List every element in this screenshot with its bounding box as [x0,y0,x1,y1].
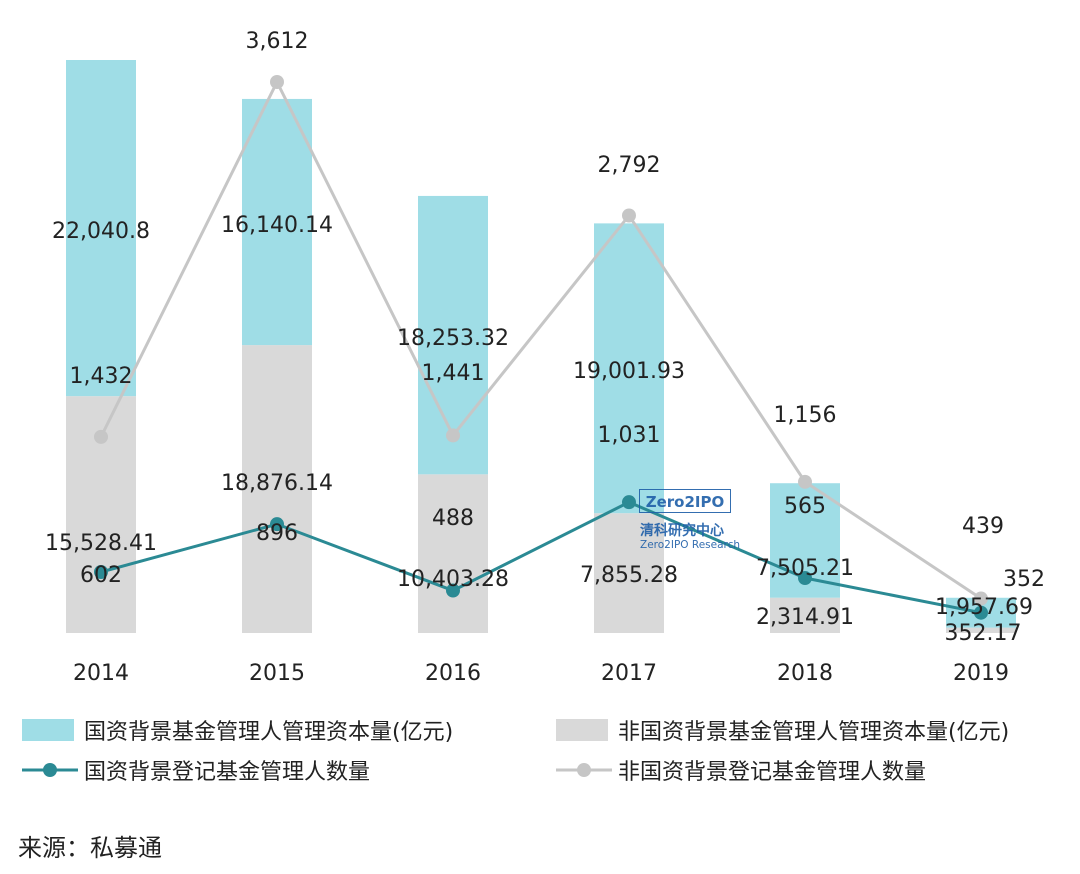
label-non-state-2018: 2,314.91 [756,605,854,630]
watermark-logo: Zero2IPO [639,489,731,513]
point-state-count-2017 [622,495,636,510]
label-state-count-2018: 565 [784,494,826,519]
legend-swatch-1 [556,719,608,741]
label-state-count-2016: 488 [432,506,474,531]
label-non-state-2014: 15,528.41 [45,531,157,556]
legend: 国资背景基金管理人管理资本量(亿元) 非国资背景基金管理人管理资本量(亿元) 国资背… [22,719,1009,785]
legend-marker-2 [43,763,57,777]
bar-non-state-2015 [242,345,312,633]
point-non-state-count-2015 [270,75,284,89]
bar-state-2016 [418,195,488,475]
x-tick-2014: 2014 [73,661,129,686]
lines-layer [94,75,988,620]
label-non-state-count-2017: 2,792 [598,153,661,178]
point-non-state-count-2017 [622,208,636,223]
label-state-count-2019: 352 [1003,567,1045,592]
watermark-cn: 清科研究中心 [640,523,724,539]
point-state-count-2018 [798,571,812,586]
point-non-state-count-2018 [798,474,812,489]
bar-non-state-2019 [946,627,1016,633]
x-tick-2018: 2018 [777,661,833,686]
label-non-state-count-2018: 1,156 [774,403,837,428]
label-state-2015: 16,140.14 [221,213,333,238]
bars-layer [66,60,1016,633]
label-state-count-2014: 602 [80,563,122,588]
label-non-state-2015: 18,876.14 [221,471,333,496]
point-non-state-count-2014 [94,429,108,444]
legend-label-2: 国资背景登记基金管理人数量 [84,760,370,785]
point-state-count-2014 [94,565,108,579]
bar-non-state-2018 [770,597,840,633]
point-state-count-2019 [974,605,988,620]
label-state-2014: 22,040.8 [52,219,150,244]
label-non-state-count-2016: 1,441 [422,361,485,386]
source-note: 来源：私募通 [18,834,162,862]
legend-swatch-0 [22,719,74,741]
bar-state-2014 [66,60,136,397]
x-tick-2017: 2017 [601,661,657,686]
label-state-count-2015: 896 [256,521,298,546]
point-non-state-count-2019 [974,591,988,606]
label-state-2019: 1,957.69 [935,595,1033,620]
legend-label-3: 非国资背景登记基金管理人数量 [618,760,926,785]
label-non-state-2019: 352.17 [945,621,1022,646]
label-non-state-count-2019: 439 [962,514,1004,539]
label-non-state-count-2015: 3,612 [246,29,309,54]
line-non-state-count [99,78,982,600]
watermark-en: Zero2IPO Research [640,539,741,551]
label-state-2018: 7,505.21 [756,556,854,581]
line-state-count [100,500,982,615]
bar-non-state-2016 [418,474,488,633]
bar-state-2017 [594,223,664,514]
x-tick-2019: 2019 [953,661,1009,686]
legend-marker-3 [577,763,591,777]
label-state-2017: 19,001.93 [573,359,685,384]
label-state-2016: 18,253.32 [397,326,509,351]
point-non-state-count-2016 [446,428,460,443]
label-state-count-2017: 1,031 [598,423,661,448]
x-tick-2016: 2016 [425,661,481,686]
legend-label-0: 国资背景基金管理人管理资本量(亿元) [84,720,453,745]
legend-label-1: 非国资背景基金管理人管理资本量(亿元) [618,720,1009,745]
point-state-count-2016 [446,583,460,598]
label-non-state-2016: 10,403.28 [397,567,509,592]
data-labels-layer: 22,040.8 16,140.14 18,253.32 19,001.93 7,505… [45,29,1045,646]
x-tick-2015: 2015 [249,661,305,686]
label-non-state-2017: 7,855.28 [580,563,678,588]
label-non-state-count-2014: 1,432 [70,364,133,389]
bar-non-state-2017 [594,513,664,633]
bar-state-2015 [242,98,312,346]
point-state-count-2015 [270,517,284,532]
x-axis-ticks: 2014 2015 2016 2017 2018 2019 [73,661,1009,686]
